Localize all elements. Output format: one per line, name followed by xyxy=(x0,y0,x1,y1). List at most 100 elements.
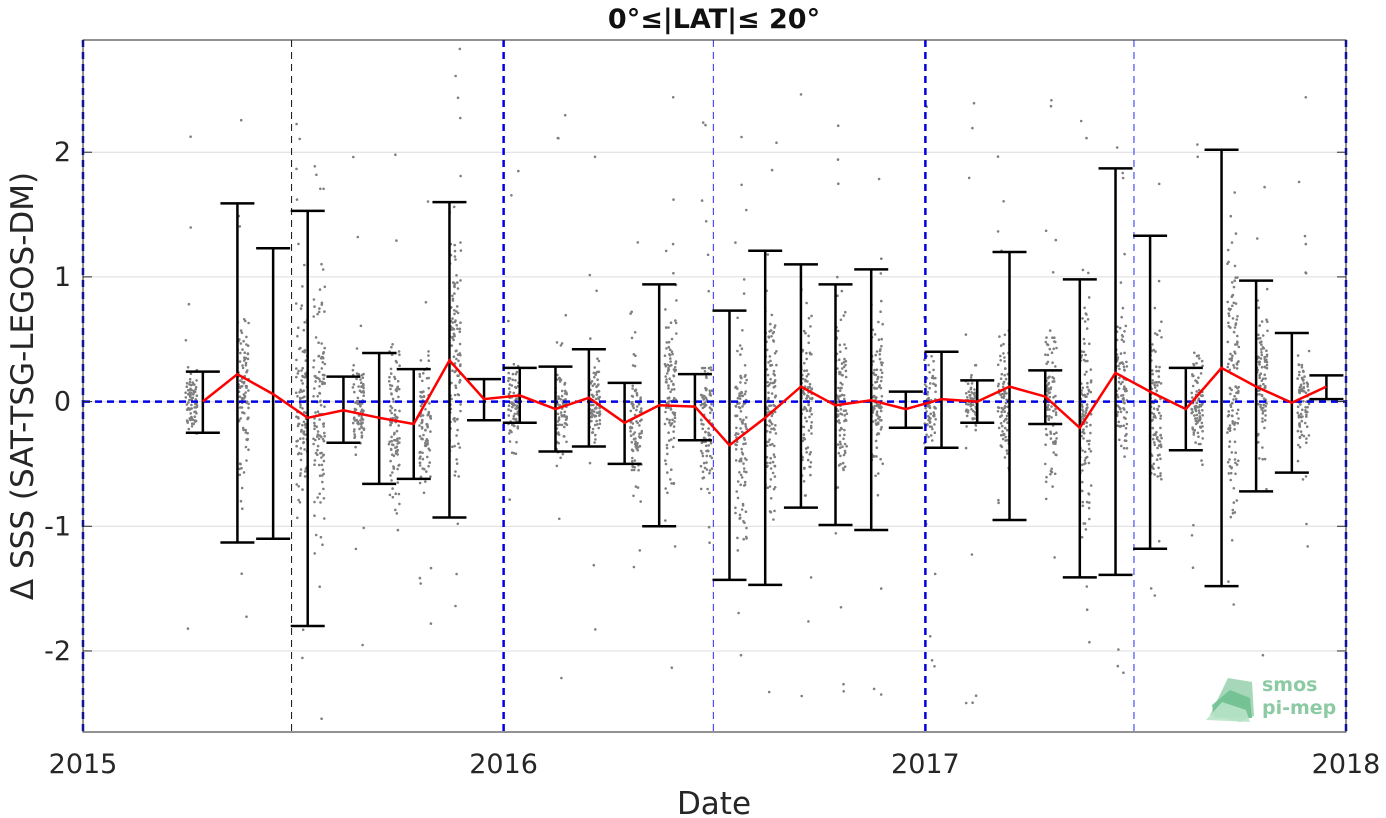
data-point xyxy=(1234,232,1238,235)
data-point xyxy=(739,376,743,379)
data-point xyxy=(1084,353,1087,357)
data-point xyxy=(802,436,805,440)
data-point xyxy=(1002,380,1006,384)
data-point xyxy=(1228,357,1231,361)
data-point xyxy=(1259,384,1262,388)
data-point xyxy=(923,358,926,362)
data-point xyxy=(593,375,596,379)
data-point xyxy=(1264,414,1267,417)
data-point xyxy=(245,459,248,462)
data-point xyxy=(320,717,323,720)
mean-line xyxy=(202,358,1327,447)
data-point xyxy=(563,392,567,395)
data-point xyxy=(631,422,635,425)
data-point xyxy=(508,440,512,443)
data-point xyxy=(745,470,748,474)
data-point xyxy=(590,380,594,383)
data-point xyxy=(772,518,775,521)
data-point xyxy=(1084,359,1087,363)
data-point xyxy=(1044,229,1048,233)
data-point xyxy=(1085,585,1089,588)
data-point xyxy=(974,694,978,697)
data-point xyxy=(421,379,424,383)
data-point xyxy=(1228,465,1232,468)
data-point xyxy=(507,371,511,375)
data-point xyxy=(451,294,454,298)
data-point xyxy=(700,199,704,202)
data-point xyxy=(302,437,305,440)
data-point xyxy=(736,316,739,320)
data-point xyxy=(667,326,670,329)
data-point xyxy=(458,352,462,355)
data-point xyxy=(710,402,713,406)
data-point xyxy=(184,391,187,395)
data-point xyxy=(1004,418,1007,421)
data-point xyxy=(454,319,457,322)
data-point xyxy=(563,410,567,414)
data-point xyxy=(453,370,457,374)
data-point xyxy=(1257,356,1261,359)
data-point xyxy=(744,442,747,445)
data-point xyxy=(453,255,457,258)
data-point xyxy=(397,424,401,427)
data-point xyxy=(633,413,637,417)
data-point xyxy=(932,414,935,418)
data-point xyxy=(1085,403,1089,406)
data-point xyxy=(559,398,562,401)
data-point xyxy=(190,416,193,419)
data-point xyxy=(1123,369,1126,372)
data-point xyxy=(242,393,246,396)
data-point xyxy=(188,388,191,392)
data-point xyxy=(1303,234,1307,238)
data-point xyxy=(323,362,327,366)
data-point xyxy=(591,427,595,431)
data-point xyxy=(999,377,1003,381)
data-point xyxy=(1199,442,1202,446)
data-point xyxy=(769,461,772,465)
data-point xyxy=(880,425,883,429)
data-point xyxy=(1265,487,1268,491)
data-point xyxy=(1237,459,1240,463)
data-point xyxy=(1227,314,1231,318)
data-point xyxy=(451,445,454,449)
data-point xyxy=(592,563,596,567)
data-point xyxy=(1258,360,1261,364)
data-point xyxy=(879,379,883,383)
data-point xyxy=(453,393,457,397)
data-point xyxy=(1122,340,1126,343)
data-point xyxy=(418,435,422,438)
data-point xyxy=(836,486,840,489)
data-point xyxy=(594,438,597,441)
data-point xyxy=(802,329,806,333)
smos-pi-mep-logo: smos pi-mep xyxy=(1206,674,1336,722)
data-point xyxy=(1118,367,1121,371)
data-point xyxy=(933,431,937,435)
data-point xyxy=(428,402,431,405)
data-point xyxy=(300,452,303,456)
data-point xyxy=(318,385,321,388)
data-point xyxy=(770,335,773,338)
data-point xyxy=(561,414,565,418)
data-point xyxy=(1052,409,1055,413)
data-point xyxy=(361,643,364,647)
data-point xyxy=(769,364,772,367)
data-point xyxy=(669,321,673,325)
data-point xyxy=(836,158,840,161)
data-point xyxy=(629,312,632,315)
data-point xyxy=(1229,352,1232,356)
data-point xyxy=(304,372,307,376)
data-point xyxy=(419,582,423,585)
data-point xyxy=(318,392,322,395)
data-point xyxy=(879,693,883,696)
data-point xyxy=(630,440,634,444)
data-point xyxy=(455,434,458,437)
data-point xyxy=(707,444,710,447)
data-point xyxy=(515,440,518,444)
data-point xyxy=(1231,409,1234,412)
data-point xyxy=(878,353,882,356)
data-point xyxy=(456,428,459,432)
data-point xyxy=(734,241,737,244)
data-point xyxy=(319,187,322,191)
data-point xyxy=(766,444,769,448)
